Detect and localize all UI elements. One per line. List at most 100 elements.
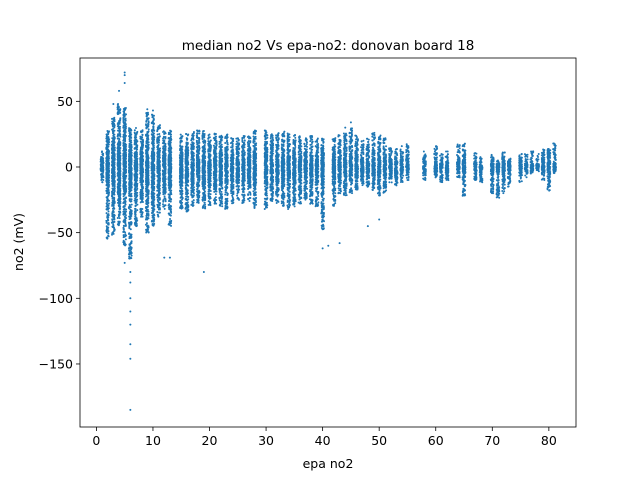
scatter-point	[129, 168, 132, 171]
scatter-point	[129, 212, 132, 215]
scatter-point	[169, 191, 172, 194]
scatter-point	[107, 219, 110, 222]
scatter-point	[145, 152, 148, 155]
scatter-point	[145, 217, 148, 220]
scatter-point	[124, 244, 127, 247]
scatter-points	[99, 71, 557, 411]
scatter-point	[158, 133, 161, 136]
scatter-point	[100, 159, 103, 162]
scatter-point	[124, 218, 127, 221]
scatter-point	[164, 186, 167, 189]
scatter-point	[147, 128, 150, 131]
scatter-point	[136, 157, 139, 160]
scatter-point	[145, 190, 148, 193]
scatter-point	[128, 149, 131, 152]
scatter-point	[158, 126, 161, 129]
scatter-point	[134, 205, 137, 208]
scatter-point	[181, 163, 184, 166]
scatter-point	[107, 169, 110, 172]
scatter-point	[164, 142, 167, 145]
scatter-point	[128, 216, 131, 219]
scatter-point	[136, 187, 139, 190]
scatter-point	[124, 158, 127, 161]
scatter-point	[153, 158, 156, 161]
scatter-point	[124, 197, 127, 200]
scatter-point	[145, 119, 148, 122]
scatter-point	[141, 133, 144, 136]
scatter-point	[119, 201, 122, 204]
scatter-point	[158, 204, 161, 207]
scatter-point	[116, 201, 119, 204]
scatter-point	[136, 140, 139, 143]
scatter-point	[147, 214, 150, 217]
scatter-point	[119, 119, 122, 122]
scatter-point	[135, 162, 138, 165]
scatter-point	[139, 137, 142, 140]
scatter-point	[139, 210, 142, 213]
scatter-point	[135, 224, 138, 227]
scatter-point	[180, 181, 183, 184]
scatter-point	[106, 152, 109, 155]
scatter-point	[185, 206, 188, 209]
scatter-point	[129, 252, 132, 255]
scatter-point	[113, 228, 116, 231]
scatter-point	[118, 184, 121, 187]
scatter-point	[110, 117, 113, 120]
scatter-point	[141, 138, 144, 141]
scatter-point	[129, 139, 132, 142]
scatter-point	[100, 178, 103, 181]
scatter-point	[179, 133, 182, 136]
scatter-point	[150, 164, 153, 167]
scatter-point	[111, 220, 114, 223]
scatter-point	[117, 163, 120, 166]
scatter-point	[151, 115, 154, 118]
scatter-point	[181, 158, 184, 161]
scatter-point	[111, 174, 114, 177]
scatter-point	[140, 215, 143, 218]
scatter-point	[113, 116, 116, 119]
scatter-point	[145, 159, 148, 162]
scatter-point	[128, 257, 131, 260]
scatter-point	[181, 173, 184, 176]
scatter-point	[123, 201, 126, 204]
scatter-point	[146, 208, 149, 211]
scatter-point	[111, 233, 113, 236]
scatter-point	[142, 160, 145, 163]
scatter-point	[106, 195, 109, 198]
scatter-point	[156, 174, 159, 177]
scatter-point	[140, 168, 143, 171]
scatter-point	[181, 196, 184, 199]
scatter-point	[117, 160, 120, 163]
scatter-point	[145, 229, 148, 232]
scatter-point	[129, 177, 132, 180]
scatter-point	[162, 151, 165, 154]
scatter-point	[187, 204, 190, 207]
scatter-point	[170, 224, 173, 227]
scatter-point	[117, 192, 120, 195]
scatter-point	[167, 206, 170, 209]
scatter-point	[111, 154, 114, 157]
scatter-point	[113, 118, 116, 121]
scatter-point	[134, 207, 137, 210]
scatter-point	[134, 154, 137, 157]
scatter-point	[106, 180, 109, 183]
scatter-point	[163, 205, 166, 208]
scatter-point	[147, 210, 150, 213]
scatter-point	[107, 210, 110, 213]
scatter-point	[150, 186, 153, 189]
scatter-point	[144, 149, 147, 152]
scatter-point	[107, 185, 110, 188]
scatter-point	[145, 114, 148, 117]
scatter-point	[163, 162, 166, 165]
scatter-point	[124, 147, 127, 150]
scatter-point	[181, 165, 184, 168]
scatter-point	[130, 203, 133, 206]
scatter-point	[105, 176, 108, 179]
scatter-point	[146, 165, 149, 168]
scatter-point	[128, 204, 131, 207]
scatter-point	[134, 223, 137, 226]
scatter-point	[105, 229, 108, 232]
scatter-point	[105, 143, 108, 146]
scatter-point	[145, 161, 148, 164]
